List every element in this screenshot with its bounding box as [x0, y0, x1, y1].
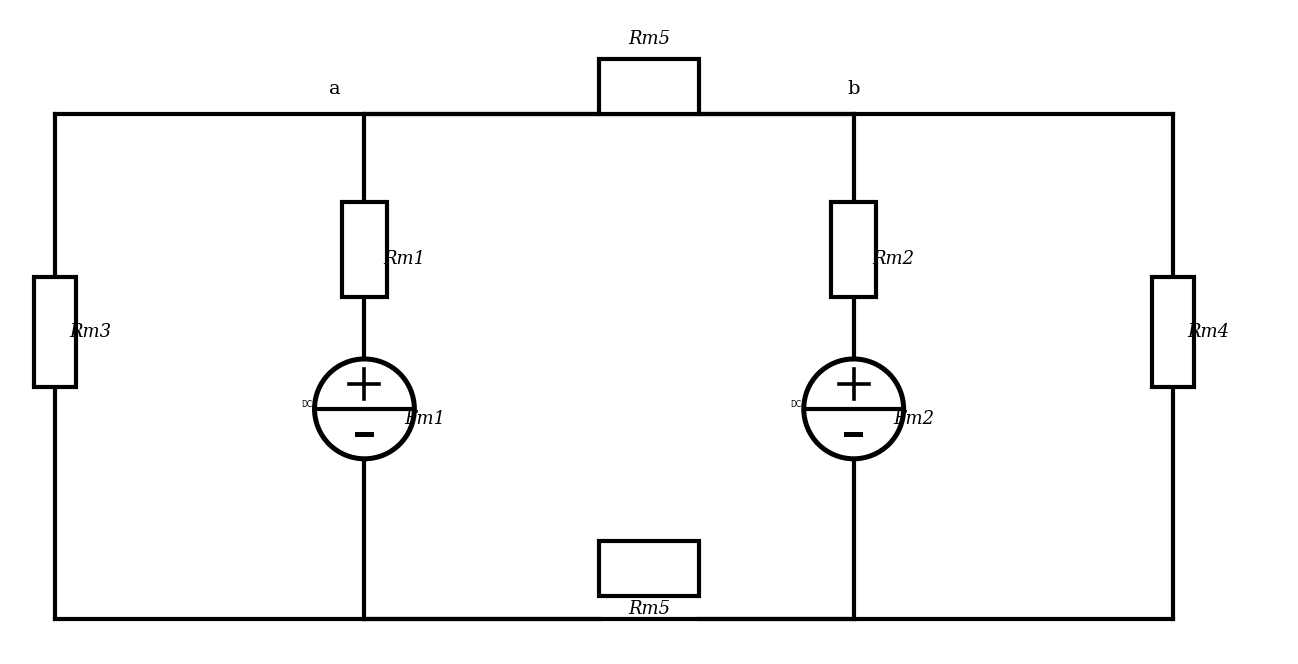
Text: b: b [848, 80, 861, 98]
Bar [354, 432, 374, 438]
Bar [34, 277, 75, 387]
Text: Rm5: Rm5 [628, 600, 670, 618]
Text: Fm1: Fm1 [404, 410, 445, 428]
Text: Rm5: Rm5 [628, 31, 670, 48]
Text: DC: DC [790, 400, 801, 410]
Text: Rm2: Rm2 [872, 250, 915, 268]
Text: Rm4: Rm4 [1188, 323, 1229, 341]
Bar [831, 202, 876, 297]
Text: DC: DC [301, 400, 312, 410]
Bar [1153, 277, 1194, 387]
Bar [341, 202, 387, 297]
Bar [844, 432, 863, 438]
Text: Rm3: Rm3 [69, 323, 110, 341]
Text: a: a [328, 80, 340, 98]
Bar [600, 59, 698, 114]
Text: Rm1: Rm1 [383, 250, 426, 268]
Text: Fm2: Fm2 [893, 410, 935, 428]
Bar [600, 541, 698, 596]
